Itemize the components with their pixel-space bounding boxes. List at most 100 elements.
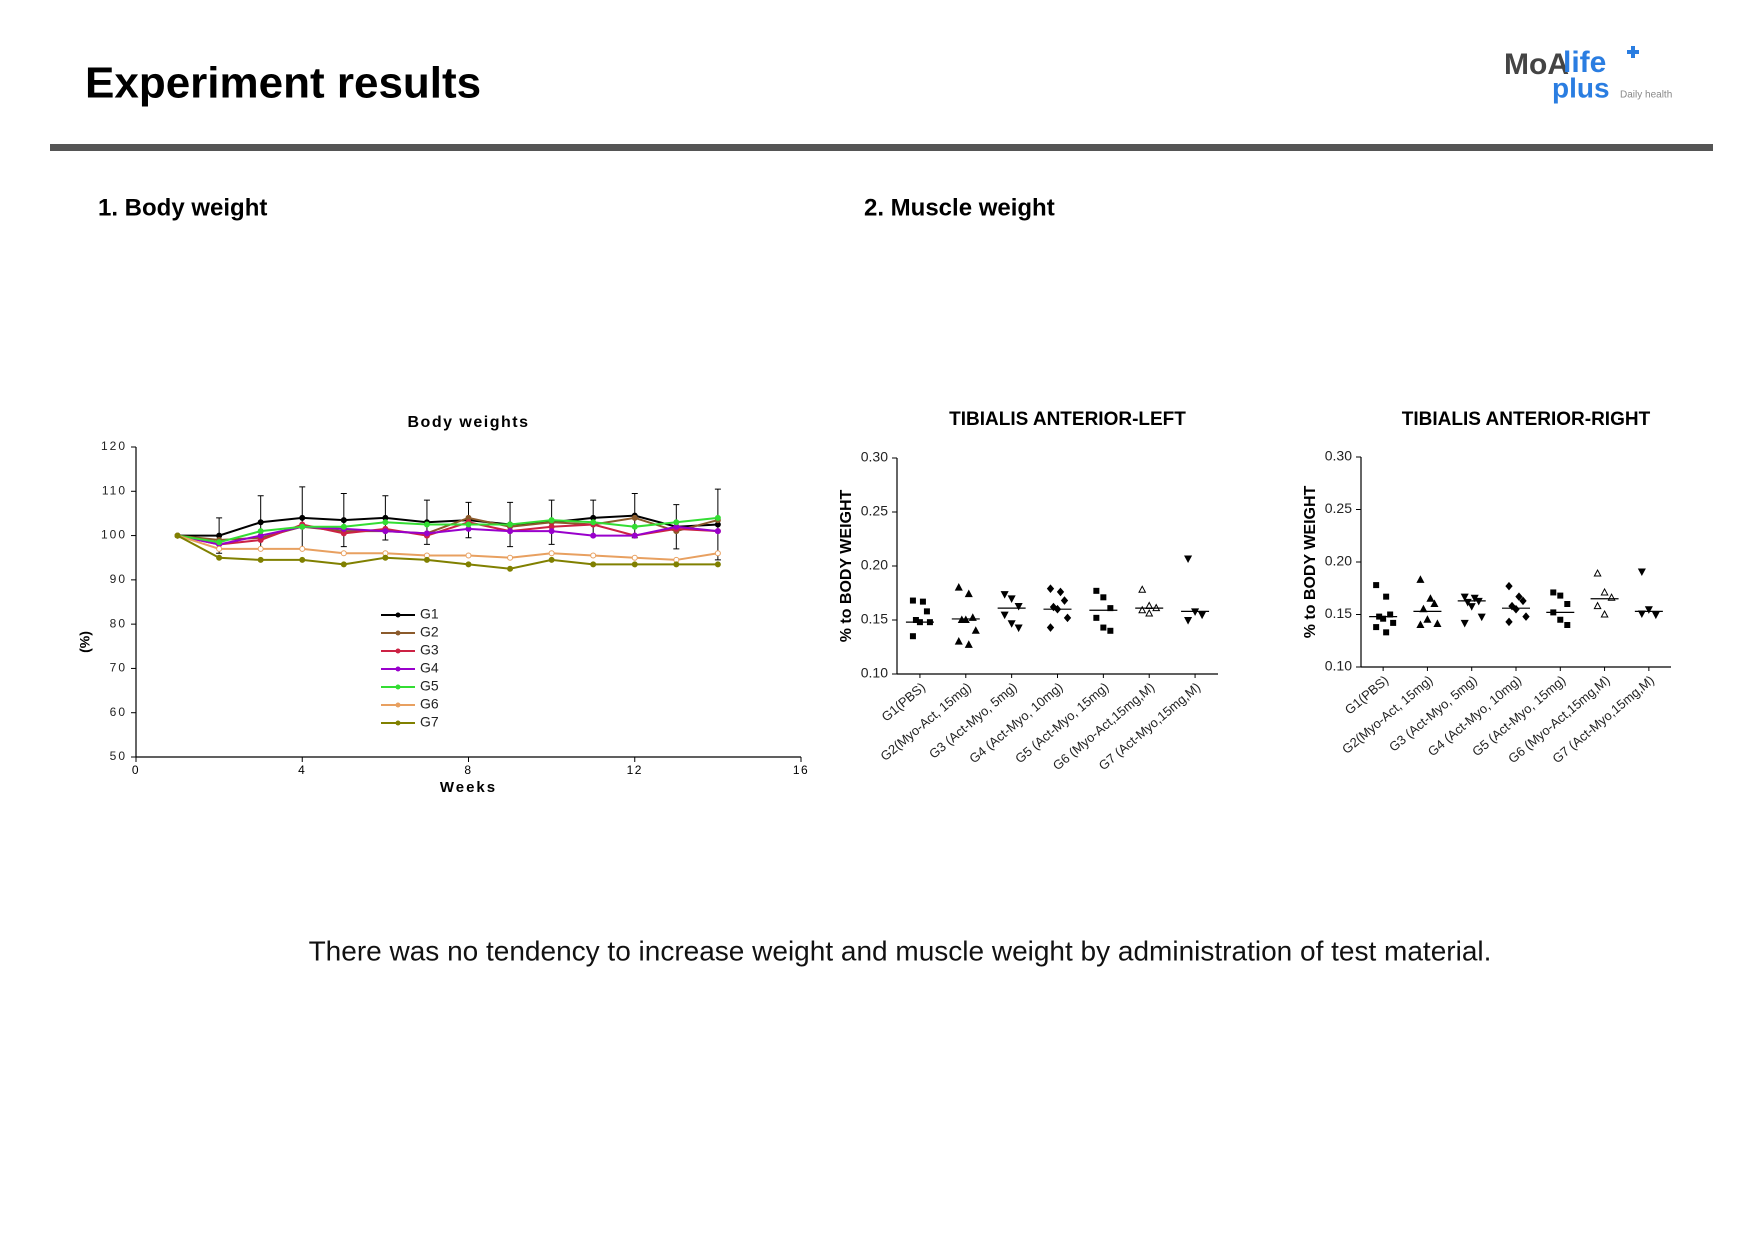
data-point bbox=[1007, 620, 1016, 628]
data-point bbox=[1600, 609, 1609, 618]
data-point bbox=[1416, 620, 1425, 628]
data-point bbox=[964, 589, 973, 598]
data-point bbox=[1426, 594, 1435, 602]
series-point bbox=[590, 552, 597, 559]
data-point bbox=[1046, 584, 1055, 593]
legend-label: G4 bbox=[420, 660, 439, 676]
series-point bbox=[382, 554, 389, 561]
series-point bbox=[216, 545, 223, 552]
data-point bbox=[1460, 619, 1469, 628]
series-point bbox=[714, 550, 721, 557]
data-point bbox=[1467, 603, 1476, 611]
data-point bbox=[1014, 624, 1023, 633]
data-point bbox=[909, 597, 916, 604]
series-point bbox=[714, 514, 721, 521]
series-point bbox=[507, 565, 514, 572]
series-line bbox=[177, 516, 719, 542]
data-point bbox=[1593, 601, 1602, 610]
series-point bbox=[423, 521, 430, 528]
series-point bbox=[548, 550, 555, 557]
series-point bbox=[340, 517, 347, 524]
data-point bbox=[1000, 591, 1009, 599]
series-point bbox=[257, 545, 264, 552]
data-point bbox=[1515, 592, 1523, 601]
data-point bbox=[919, 598, 926, 605]
data-point bbox=[1644, 606, 1653, 614]
data-point bbox=[964, 640, 973, 648]
data-point bbox=[1007, 595, 1016, 603]
data-point bbox=[1184, 617, 1193, 625]
series-point bbox=[257, 528, 264, 535]
data-point bbox=[1430, 599, 1439, 607]
data-point bbox=[1557, 592, 1564, 599]
data-point bbox=[1056, 587, 1065, 597]
series-line bbox=[177, 514, 718, 537]
data-point bbox=[1477, 613, 1486, 622]
data-point bbox=[1093, 587, 1100, 594]
data-point bbox=[1100, 624, 1107, 631]
series-point bbox=[216, 539, 223, 546]
y-tick-label: 100 bbox=[101, 528, 127, 542]
series-point bbox=[507, 554, 514, 561]
series-point bbox=[382, 519, 389, 526]
data-point bbox=[1416, 575, 1425, 583]
y-tick-label: 70 bbox=[110, 661, 127, 675]
series-line bbox=[177, 525, 718, 546]
y-tick-label: 90 bbox=[110, 572, 127, 586]
data-point bbox=[1063, 613, 1072, 623]
data-point bbox=[1138, 585, 1147, 593]
series-line bbox=[177, 534, 719, 561]
data-point bbox=[1505, 581, 1513, 591]
series-point bbox=[465, 552, 472, 559]
data-point bbox=[1198, 611, 1207, 620]
data-point bbox=[1014, 602, 1023, 611]
series-point bbox=[423, 556, 430, 563]
series-point bbox=[507, 521, 514, 528]
series-point bbox=[382, 528, 389, 535]
series-point bbox=[714, 528, 721, 535]
series-point bbox=[548, 517, 555, 524]
logo-moa: MoA bbox=[1504, 48, 1569, 81]
legend-label: G1 bbox=[420, 606, 439, 622]
data-point bbox=[1557, 616, 1564, 623]
data-point bbox=[1423, 615, 1432, 623]
legend-label: G3 bbox=[420, 642, 439, 658]
section-heading: 1. Body weight bbox=[98, 194, 267, 221]
data-point bbox=[1593, 568, 1602, 577]
y-tick-label: 0.30 bbox=[861, 449, 888, 465]
data-point bbox=[1550, 589, 1557, 596]
series-point bbox=[216, 554, 223, 561]
series-point bbox=[548, 528, 555, 535]
data-point bbox=[1373, 624, 1380, 631]
data-point bbox=[1433, 619, 1442, 627]
data-point bbox=[1093, 614, 1100, 621]
series-point bbox=[590, 519, 597, 526]
y-axis-label: (%) bbox=[77, 631, 93, 653]
legend-marker bbox=[395, 684, 401, 690]
section-heading: 2. Muscle weight bbox=[864, 194, 1055, 221]
x-axis-label: Weeks bbox=[440, 779, 497, 796]
data-point bbox=[1564, 622, 1571, 628]
data-point bbox=[954, 583, 963, 591]
series-point bbox=[257, 519, 264, 526]
series-point bbox=[631, 523, 638, 530]
y-axis-label: % to BODY WEIGHT bbox=[838, 489, 855, 642]
data-point bbox=[1107, 627, 1114, 634]
series-point bbox=[673, 561, 680, 568]
data-point bbox=[1564, 601, 1571, 607]
legend-marker bbox=[395, 666, 401, 672]
series-point bbox=[465, 561, 472, 568]
data-point bbox=[1600, 587, 1609, 596]
data-point bbox=[1145, 608, 1154, 617]
series-point bbox=[631, 554, 638, 561]
chart-title: Body weights bbox=[407, 414, 529, 431]
y-tick-label: 60 bbox=[110, 705, 127, 719]
series-point bbox=[631, 532, 638, 539]
logo: MoA life plus Daily health bbox=[1504, 46, 1672, 103]
series-point bbox=[465, 521, 472, 528]
data-point bbox=[1383, 593, 1390, 600]
legend-marker bbox=[395, 720, 401, 726]
y-tick-label: 0.20 bbox=[861, 557, 888, 573]
series-point bbox=[340, 561, 347, 568]
